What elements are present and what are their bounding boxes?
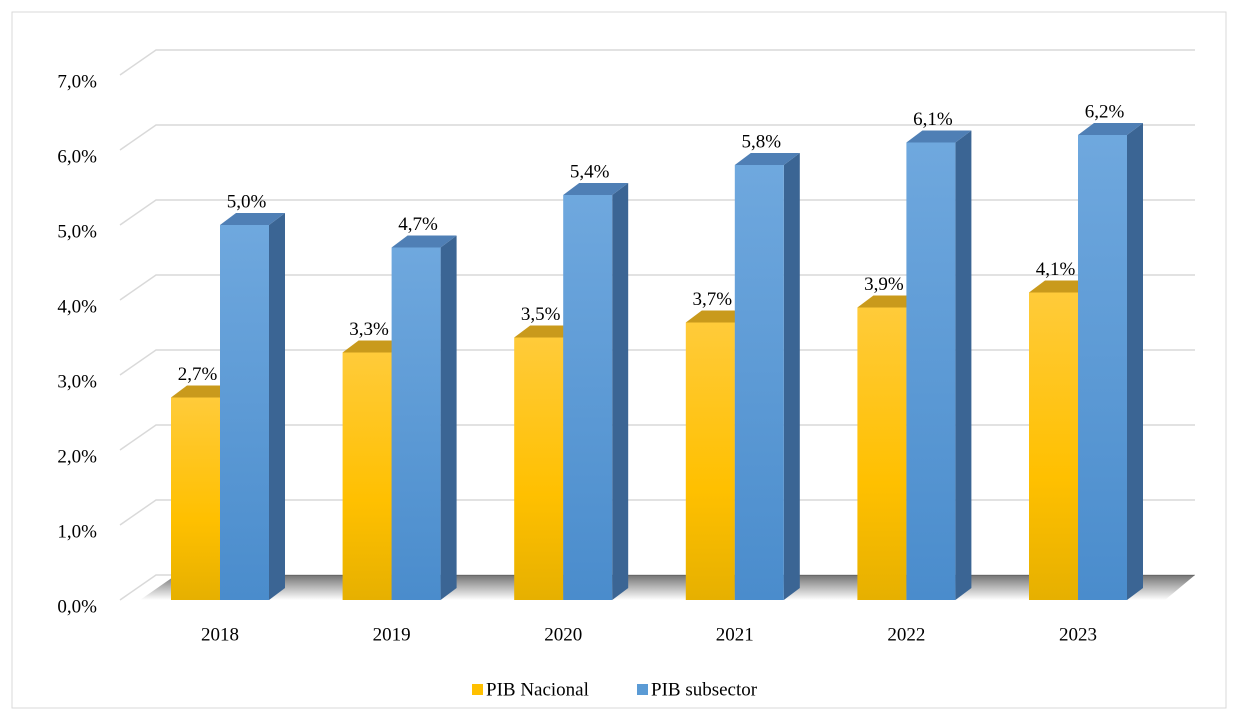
data-label: 2,7% — [178, 364, 218, 385]
bar — [220, 213, 285, 600]
data-label: 3,7% — [693, 289, 733, 310]
bar-front — [906, 142, 956, 600]
grid-line — [119, 349, 1195, 376]
legend-swatch — [637, 684, 648, 695]
bar-top — [514, 325, 580, 338]
bar-top — [1078, 123, 1143, 135]
y-tick-label: 4,0% — [57, 296, 97, 317]
data-label: 4,1% — [1036, 259, 1076, 280]
grid-line — [119, 49, 1195, 76]
bar — [906, 130, 972, 600]
y-tick-label: 3,0% — [57, 371, 97, 392]
bar-front — [342, 352, 392, 600]
legend-label: PIB Nacional — [486, 679, 589, 700]
bar-top — [563, 183, 629, 195]
x-tick-label: 2021 — [716, 624, 754, 645]
bar-top — [171, 385, 236, 398]
grid-line — [119, 424, 1195, 451]
bar-front — [171, 397, 220, 600]
grid-line — [119, 124, 1195, 151]
bar — [1078, 123, 1143, 600]
data-label: 5,4% — [570, 161, 610, 182]
bar-front — [685, 322, 735, 600]
data-label: 5,0% — [227, 191, 267, 212]
bar-top — [906, 130, 972, 143]
bar-side — [269, 213, 285, 600]
y-tick-label: 1,0% — [57, 521, 97, 542]
data-label: 6,1% — [913, 109, 953, 130]
data-label: 3,5% — [521, 304, 561, 325]
legend-swatch — [472, 684, 483, 695]
bar-side — [783, 153, 800, 600]
x-tick-label: 2020 — [544, 624, 582, 645]
bar-front — [563, 195, 613, 600]
data-label: 5,8% — [742, 131, 782, 152]
x-tick-label: 2019 — [373, 624, 411, 645]
grid-line — [119, 274, 1195, 301]
y-tick-label: 5,0% — [57, 221, 97, 242]
bar-front — [1078, 135, 1127, 600]
bar-side — [440, 235, 457, 600]
bar — [563, 183, 629, 600]
y-tick-label: 7,0% — [57, 71, 97, 92]
data-label: 3,9% — [864, 274, 904, 295]
bar-front — [1029, 292, 1078, 600]
bar — [734, 153, 800, 600]
x-tick-label: 2022 — [887, 624, 925, 645]
bar-top — [342, 340, 408, 353]
bar-front — [734, 165, 784, 600]
bar-top — [220, 213, 285, 225]
data-label: 6,2% — [1085, 101, 1125, 122]
bar — [391, 235, 457, 600]
bar-side — [612, 183, 629, 600]
bar-top — [1029, 280, 1094, 293]
bar-front — [857, 307, 907, 600]
bar-front — [220, 225, 269, 600]
x-tick-label: 2023 — [1059, 624, 1097, 645]
y-tick-label: 2,0% — [57, 446, 97, 467]
y-tick-label: 0,0% — [57, 596, 97, 617]
chart-border — [11, 11, 1227, 709]
bar-side — [1127, 123, 1143, 600]
bar-side — [955, 130, 972, 600]
bar-front — [514, 337, 564, 600]
data-label: 4,7% — [398, 214, 438, 235]
bar-front — [391, 247, 441, 600]
legend-label: PIB subsector — [651, 679, 758, 700]
bar-top — [857, 295, 923, 308]
y-tick-label: 6,0% — [57, 146, 97, 167]
bar-top — [391, 235, 457, 248]
data-label: 3,3% — [349, 319, 389, 340]
bar-top — [685, 310, 751, 323]
grid-line — [119, 499, 1195, 526]
x-tick-label: 2018 — [201, 624, 239, 645]
bar-top — [734, 153, 800, 165]
grid-line — [119, 199, 1195, 226]
